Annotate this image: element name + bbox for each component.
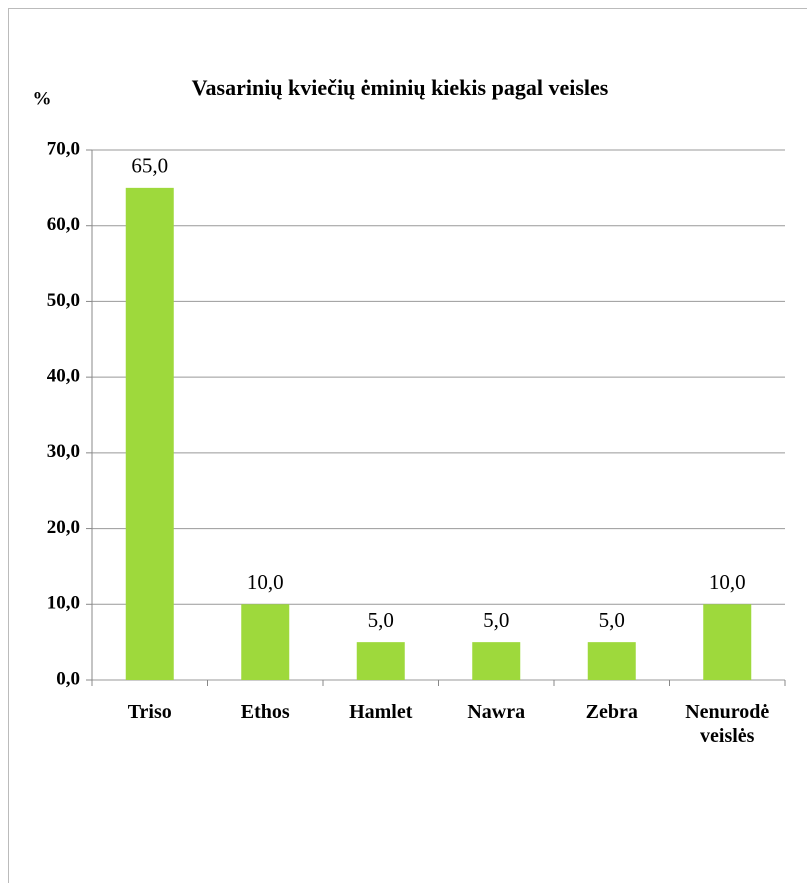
y-tick-label: 70,0 [47, 138, 80, 159]
y-tick-label: 60,0 [47, 214, 80, 235]
x-tick-label: Triso [127, 701, 172, 723]
x-tick-label-box: Nawra [467, 701, 526, 723]
value-label: 5,0 [368, 608, 394, 632]
y-axis-label: % [33, 88, 52, 109]
x-tick-label: Nawra [467, 701, 526, 723]
value-label: 10,0 [709, 570, 746, 594]
bar [472, 642, 521, 680]
value-label: 65,0 [131, 154, 168, 178]
x-tick-label: Hamlet [349, 701, 413, 723]
y-tick-label: 50,0 [47, 290, 80, 311]
x-tick-label-box: Hamlet [349, 701, 413, 723]
y-tick-label: 40,0 [47, 366, 80, 387]
bar [703, 604, 752, 680]
x-tick-label-box: Zebra [585, 701, 638, 723]
bar [587, 642, 636, 680]
x-tick-label-box: Nenurodė veislės [685, 701, 770, 747]
x-tick-label-box: Ethos [240, 701, 290, 723]
frame [8, 8, 807, 883]
bar [125, 187, 174, 680]
y-tick-label: 20,0 [47, 517, 80, 538]
value-label: 5,0 [599, 608, 625, 632]
y-tick-label: 30,0 [47, 441, 80, 462]
x-tick-label-box: Triso [127, 701, 172, 723]
y-tick-label: 0,0 [56, 668, 80, 689]
y-tick-label: 10,0 [47, 593, 80, 614]
x-tick-label: Nenurodė veislės [685, 701, 770, 747]
chart-title: Vasarinių kviečių ėminių kiekis pagal ve… [192, 75, 609, 100]
x-tick-label: Ethos [240, 701, 290, 723]
x-tick-label: Zebra [585, 701, 638, 723]
value-label: 10,0 [247, 570, 284, 594]
value-label: 5,0 [483, 608, 509, 632]
bar [356, 642, 405, 680]
bar [241, 604, 290, 680]
